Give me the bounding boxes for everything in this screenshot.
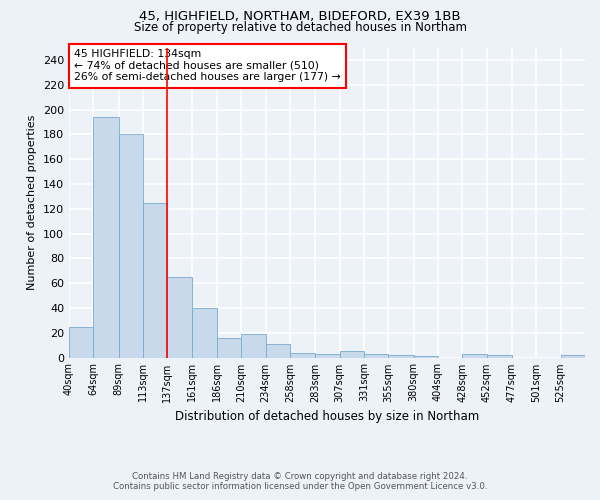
Bar	[191, 308, 217, 358]
Bar	[340, 352, 364, 358]
Bar	[241, 334, 266, 357]
Bar	[119, 134, 143, 358]
Bar	[217, 338, 241, 357]
X-axis label: Distribution of detached houses by size in Northam: Distribution of detached houses by size …	[175, 410, 479, 423]
Text: 45 HIGHFIELD: 134sqm
← 74% of detached houses are smaller (510)
26% of semi-deta: 45 HIGHFIELD: 134sqm ← 74% of detached h…	[74, 49, 341, 82]
Bar	[316, 354, 340, 358]
Bar	[487, 355, 512, 358]
Bar	[413, 356, 438, 358]
Bar	[69, 326, 94, 358]
Text: 45, HIGHFIELD, NORTHAM, BIDEFORD, EX39 1BB: 45, HIGHFIELD, NORTHAM, BIDEFORD, EX39 1…	[139, 10, 461, 23]
Bar	[266, 344, 290, 358]
Bar	[364, 354, 388, 358]
Bar	[167, 277, 191, 357]
Y-axis label: Number of detached properties: Number of detached properties	[28, 115, 37, 290]
Bar	[94, 117, 119, 358]
Bar	[560, 355, 585, 358]
Bar	[388, 355, 413, 358]
Bar	[290, 352, 316, 358]
Bar	[463, 354, 487, 358]
Text: Size of property relative to detached houses in Northam: Size of property relative to detached ho…	[133, 21, 467, 34]
Text: Contains HM Land Registry data © Crown copyright and database right 2024.
Contai: Contains HM Land Registry data © Crown c…	[113, 472, 487, 491]
Bar	[143, 202, 167, 358]
